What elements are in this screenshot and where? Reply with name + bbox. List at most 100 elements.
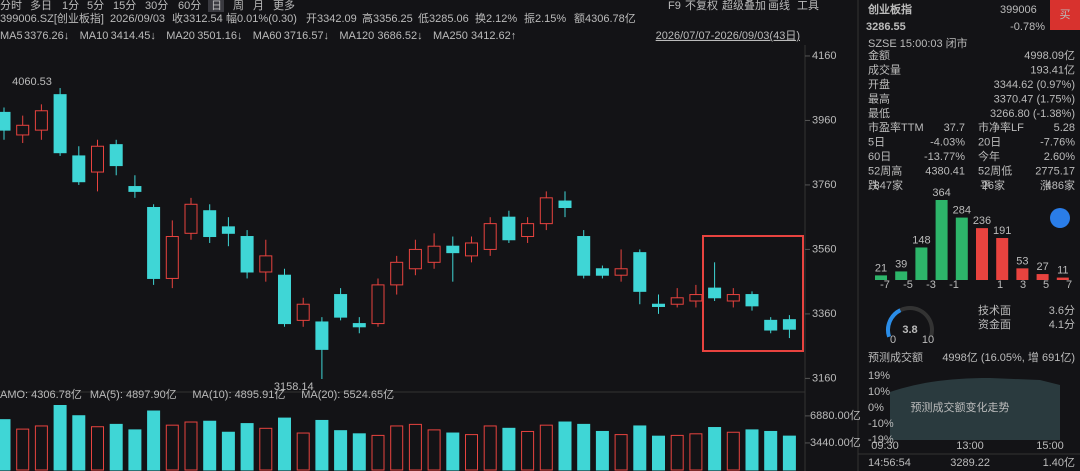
pair-value: -4.03%: [930, 136, 965, 148]
stat-value: 4998.09亿: [1024, 49, 1075, 62]
candle-body: [184, 203, 198, 234]
info-item: 高: [362, 11, 373, 25]
forecast-y-tick: 0%: [868, 402, 884, 414]
breadth: 847家: [874, 178, 903, 192]
y-tick-label: 6880.00亿: [810, 409, 861, 422]
pair-value: -13.77%: [924, 151, 965, 163]
volume-bar: [390, 425, 404, 471]
info-item: 额: [574, 12, 585, 25]
tab[interactable]: 5分: [87, 0, 104, 12]
volume-bar: [558, 421, 572, 471]
volume-bar: [0, 419, 11, 471]
low-annotation: 3158.14: [274, 381, 314, 393]
candle-body: [371, 284, 385, 325]
distribution-bar: [915, 247, 928, 280]
candle-body: [278, 274, 291, 325]
candle-body: [745, 294, 759, 307]
ma-name: MA250: [433, 30, 468, 42]
index-code: 399006: [1000, 4, 1037, 16]
forecast-title: 预测成交额: [868, 350, 923, 364]
ma-value: 3376.26↓: [24, 30, 69, 42]
buy-label[interactable]: 买: [1060, 8, 1071, 21]
tab[interactable]: 日: [211, 0, 222, 12]
candle-body: [502, 216, 516, 241]
highlight-box: [702, 235, 804, 352]
pair-label: 52周高: [868, 163, 902, 177]
tab[interactable]: 30分: [145, 0, 168, 12]
tab[interactable]: 15分: [113, 0, 136, 12]
pair-value: 2775.17: [1035, 165, 1075, 177]
volume-bar: [203, 420, 217, 471]
volume-bar: [595, 430, 609, 471]
pair-value: 2.60%: [1044, 151, 1075, 163]
volume-bar: [128, 429, 142, 471]
score-label: 技术面: [978, 304, 1011, 317]
candle-body: [446, 245, 460, 254]
volume-bar: [408, 423, 422, 471]
pair-label: 今年: [978, 149, 1000, 163]
ma-value: 3414.45↓: [111, 30, 156, 42]
ma-name: MA120: [339, 30, 374, 42]
stat-value: 193.41亿: [1030, 63, 1075, 76]
candle-body: [0, 111, 11, 131]
volume-bar: [633, 425, 647, 471]
candle-body: [427, 245, 441, 263]
y-tick-label: 3160: [812, 372, 836, 384]
tab[interactable]: 更多: [273, 0, 295, 12]
info-item: 开: [306, 13, 317, 25]
assistant-icon[interactable]: [1050, 208, 1070, 228]
ma-value: 3412.62↑: [471, 30, 516, 42]
stat-value: 3344.62 (0.97%): [994, 79, 1075, 91]
breadth: 跌: [868, 178, 879, 192]
tab[interactable]: 分时: [0, 0, 22, 12]
bar-value: 21: [875, 262, 887, 274]
bar-value: 39: [895, 258, 907, 270]
candle-body: [128, 186, 142, 192]
candle-body: [72, 155, 86, 183]
candle-body: [670, 297, 684, 305]
volume-legend: MA(10): 4895.91亿: [192, 388, 285, 401]
forecast-x-tick: 09:30: [871, 440, 899, 452]
candle-body: [521, 223, 535, 238]
distribution-label: 1: [997, 279, 1003, 291]
y-tick-label: 3560: [812, 243, 836, 255]
tab[interactable]: 多日: [30, 0, 52, 12]
buy-button[interactable]: [1050, 0, 1080, 30]
bar-value: 191: [993, 225, 1011, 237]
tab[interactable]: 60分: [178, 0, 201, 12]
pair-label: 20日: [978, 136, 1001, 148]
distribution-bar: [955, 217, 968, 280]
volume-bar: [465, 434, 478, 471]
tool: 工具: [797, 0, 819, 12]
tab[interactable]: 月: [253, 0, 264, 12]
volume-bar: [521, 430, 535, 471]
volume-bar: [34, 425, 48, 471]
score-value: 3.6分: [1049, 304, 1075, 317]
volume-bar: [539, 424, 553, 471]
candle-body: [390, 261, 404, 286]
candle-body: [577, 236, 591, 276]
tab[interactable]: 周: [233, 0, 244, 12]
candle-body: [91, 145, 104, 173]
volume-bar: [782, 435, 796, 471]
distribution-label: 5: [1043, 279, 1049, 291]
ma-value: 3501.16↓: [197, 30, 242, 42]
gauge-value-label: 3.8: [902, 324, 917, 336]
ma-name: MA10: [80, 30, 109, 42]
distribution-bar: [895, 271, 908, 280]
volume-bar: [670, 434, 684, 471]
tool: 不复权: [685, 0, 718, 12]
pair-value: 4380.41: [925, 165, 965, 177]
candle-body: [465, 242, 478, 257]
distribution-bar: [976, 228, 988, 280]
ma-name: MA5: [0, 30, 23, 42]
footer-time: 14:56:54: [868, 457, 911, 469]
pair-value: 5.28: [1054, 122, 1075, 134]
candle-body: [595, 268, 609, 276]
tool: 画线: [768, 0, 790, 12]
info-item: 收: [172, 11, 183, 25]
info-item: 3356.25: [373, 13, 413, 25]
forecast-value: 4998亿 (16.05%, 增 691亿): [942, 350, 1075, 364]
volume-bar: [278, 417, 291, 471]
tab[interactable]: 1分: [62, 0, 79, 12]
